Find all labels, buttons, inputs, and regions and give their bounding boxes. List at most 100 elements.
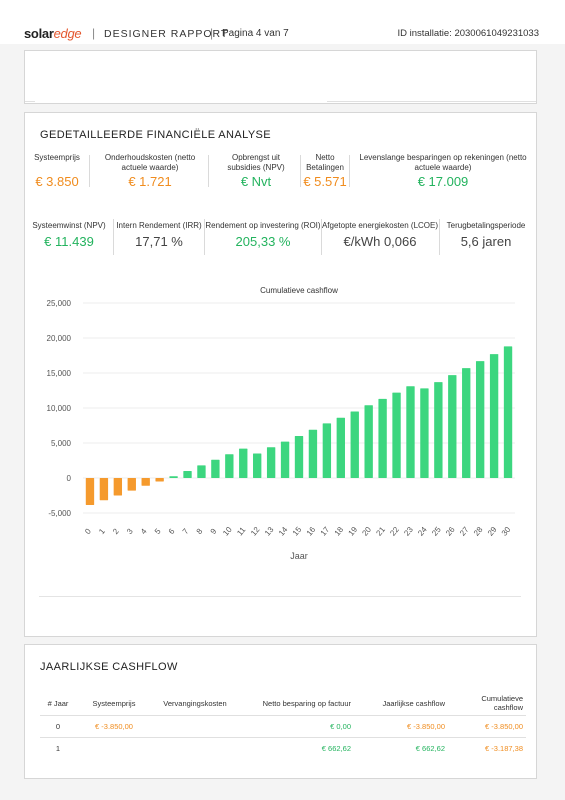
x-tick-label: 8 xyxy=(195,526,205,536)
y-tick-label: 5,000 xyxy=(51,439,72,448)
header-divider: | xyxy=(92,26,96,40)
bar xyxy=(239,448,248,478)
x-tick-label: 25 xyxy=(430,525,443,538)
table-row: 0 € -3.850,00 € 0,00 € -3.850,00 € -3.85… xyxy=(40,715,526,738)
x-tick-label: 29 xyxy=(486,525,499,538)
bar xyxy=(253,453,262,478)
x-tick-label: 19 xyxy=(347,525,360,538)
x-tick-label: 5 xyxy=(153,526,163,536)
x-tick-label: 17 xyxy=(319,525,332,538)
bar xyxy=(350,411,359,478)
financial-analysis-card: GEDETAILLEERDE FINANCIËLE ANALYSE Systee… xyxy=(24,112,537,637)
cashflow-table: # Jaar Systeemprijs Vervangingskosten Ne… xyxy=(40,691,526,759)
bar xyxy=(489,354,499,478)
bar xyxy=(197,465,206,478)
table-header-row: # Jaar Systeemprijs Vervangingskosten Ne… xyxy=(40,691,526,716)
cell-net-savings: € 0,00 xyxy=(238,715,354,738)
bar xyxy=(448,375,457,478)
divider xyxy=(327,101,536,102)
bar xyxy=(266,447,276,478)
x-tick-label: 21 xyxy=(374,525,387,538)
cell-annual-cashflow: € -3.850,00 xyxy=(354,715,448,738)
metric-payback-period: Terugbetalingsperiode 5,6 jaren xyxy=(446,221,526,249)
divider xyxy=(204,219,205,255)
x-tick-label: 9 xyxy=(209,526,219,536)
column-header: Systeemprijs xyxy=(92,698,136,708)
chart-baseline-divider xyxy=(39,596,521,597)
cell-cumulative-cashflow: € -3.187,38 xyxy=(448,737,526,759)
bar xyxy=(141,478,150,486)
divider xyxy=(321,219,322,255)
y-tick-label: 25,000 xyxy=(47,299,72,308)
cell-replacement-costs xyxy=(152,737,238,759)
divider xyxy=(113,219,114,255)
bar xyxy=(475,361,485,478)
table-row: 1 € 662,62 € 662,62 € -3.187,38 xyxy=(40,737,526,759)
cell-annual-cashflow: € 662,62 xyxy=(354,737,448,759)
bar xyxy=(99,478,109,501)
column-header: Netto besparing op factuur xyxy=(262,698,351,708)
bar xyxy=(434,382,443,478)
bar xyxy=(85,478,95,505)
bar xyxy=(308,429,318,478)
metric-system-profit: Systeemwinst (NPV) € 11.439 xyxy=(32,221,106,249)
bar xyxy=(225,454,234,478)
x-tick-label: 22 xyxy=(388,525,401,538)
bar xyxy=(392,392,401,478)
y-tick-label: -5,000 xyxy=(48,509,71,518)
divider xyxy=(89,155,90,187)
x-tick-label: 0 xyxy=(83,526,93,536)
cell-net-savings: € 662,62 xyxy=(238,737,354,759)
metric-system-price: Systeemprijs € 3.850 xyxy=(34,153,80,189)
column-header: Jaarlijkse cashflow xyxy=(382,698,445,708)
report-title: DESIGNER RAPPORT xyxy=(104,28,229,40)
bar xyxy=(127,478,136,491)
divider xyxy=(349,155,350,187)
report-header: solaredge | DESIGNER RAPPORT | Pagina 4 … xyxy=(0,0,565,44)
column-header: # Jaar xyxy=(47,698,69,708)
bar xyxy=(406,386,415,478)
bar xyxy=(336,417,345,478)
cell-replacement-costs xyxy=(152,715,238,738)
chart-title: Cumulatieve cashflow xyxy=(260,286,338,295)
metric-roi: Rendement op investering (ROI) 205,33 % xyxy=(205,221,321,249)
x-tick-label: 12 xyxy=(249,525,262,538)
x-tick-label: 1 xyxy=(97,526,107,536)
installation-id: ID installatie: 2030061049231033 xyxy=(397,28,539,39)
x-tick-label: 2 xyxy=(111,526,121,536)
y-tick-label: 10,000 xyxy=(47,404,72,413)
x-tick-label: 20 xyxy=(360,525,373,538)
bar xyxy=(294,436,304,478)
bar xyxy=(155,478,164,482)
bar xyxy=(420,388,429,478)
cell-cumulative-cashflow: € -3.850,00 xyxy=(448,715,526,738)
section-title: JAARLIJKSE CASHFLOW xyxy=(40,661,178,673)
cell-year: 0 xyxy=(40,715,76,738)
cell-system-price: € -3.850,00 xyxy=(76,715,152,738)
column-header: Cumulatieve cashflow xyxy=(481,694,523,712)
blank-card xyxy=(24,50,537,104)
metric-lcoe: Afgetopte energiekosten (LCOE) €/kWh 0,0… xyxy=(321,221,439,249)
x-tick-label: 15 xyxy=(291,525,304,538)
x-tick-label: 26 xyxy=(444,525,457,538)
x-axis-label: Jaar xyxy=(290,551,308,561)
x-tick-label: 10 xyxy=(221,525,234,538)
divider xyxy=(300,155,301,187)
x-tick-label: 23 xyxy=(402,525,415,538)
x-tick-label: 16 xyxy=(305,525,318,538)
metric-maintenance-costs: Onderhoudskosten (netto actuele waarde) … xyxy=(104,153,196,189)
divider xyxy=(439,219,440,255)
section-title: GEDETAILLEERDE FINANCIËLE ANALYSE xyxy=(40,129,272,141)
solaredge-logo: solaredge xyxy=(24,26,82,41)
bar xyxy=(169,476,178,478)
bar xyxy=(280,441,290,478)
annual-cashflow-card: JAARLIJKSE CASHFLOW # Jaar Systeemprijs … xyxy=(24,644,537,779)
header-divider: | xyxy=(210,26,214,40)
x-tick-label: 27 xyxy=(458,525,471,538)
cell-system-price xyxy=(76,737,152,759)
y-tick-label: 20,000 xyxy=(47,334,72,343)
bar xyxy=(113,478,123,496)
metric-subsidies: Opbrengst uit subsidies (NPV) € Nvt xyxy=(227,153,285,189)
x-tick-label: 13 xyxy=(263,525,276,538)
x-tick-label: 11 xyxy=(235,525,248,538)
